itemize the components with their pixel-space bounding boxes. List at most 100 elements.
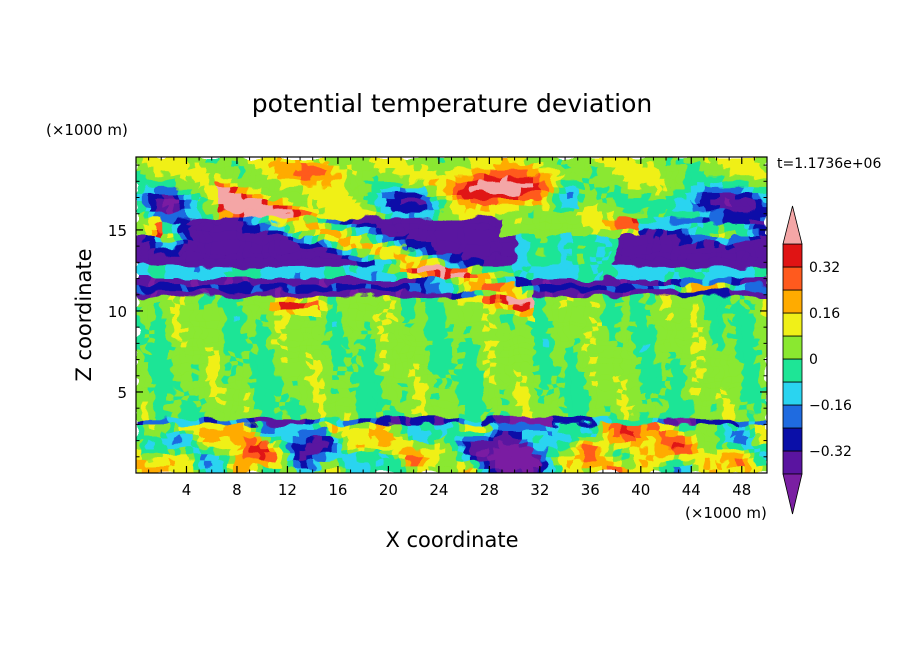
heatmap-cell: [476, 187, 484, 195]
heatmap-cell: [173, 205, 181, 213]
heatmap-cell: [413, 242, 421, 249]
heatmap-cell: [192, 260, 200, 267]
heatmap-cell: [495, 351, 503, 359]
heatmap-cell: [318, 169, 326, 176]
heatmap-cell: [136, 315, 143, 322]
heatmap-cell: [501, 205, 509, 213]
heatmap-cell: [565, 345, 572, 353]
heatmap-cell: [565, 339, 572, 346]
heatmap-cell: [300, 345, 307, 353]
heatmap-cell: [218, 223, 225, 231]
heatmap-cell: [236, 248, 244, 255]
heatmap-cell: [571, 345, 579, 353]
heatmap-cell: [419, 345, 427, 353]
heatmap-cell: [445, 302, 453, 310]
heatmap-cell: [451, 351, 459, 359]
heatmap-cell: [546, 333, 554, 340]
heatmap-cell: [300, 187, 307, 195]
heatmap-cell: [621, 163, 629, 170]
heatmap-cell: [565, 223, 572, 231]
heatmap-cell: [602, 375, 610, 383]
heatmap-cell: [653, 315, 661, 322]
heatmap-cell: [287, 266, 295, 274]
heatmap-cell: [432, 175, 440, 182]
heatmap-cell: [312, 363, 320, 371]
heatmap-cell: [262, 254, 270, 261]
heatmap-cell: [672, 157, 680, 164]
heatmap-cell: [186, 351, 194, 359]
heatmap-cell: [344, 339, 352, 346]
heatmap-cell: [678, 315, 686, 322]
heatmap-cell: [382, 430, 389, 438]
heatmap-cell: [344, 302, 352, 310]
heatmap-cell: [413, 163, 421, 170]
heatmap-cell: [684, 321, 692, 328]
heatmap-cell: [426, 412, 434, 419]
heatmap-cell: [596, 357, 604, 365]
heatmap-cell: [375, 345, 383, 353]
heatmap-cell: [445, 406, 453, 413]
heatmap-cell: [255, 229, 263, 237]
heatmap-cell: [394, 187, 402, 195]
heatmap-cell: [590, 302, 598, 310]
heatmap-cell: [394, 163, 402, 170]
heatmap-cell: [476, 363, 484, 371]
heatmap-cell: [363, 199, 371, 207]
heatmap-cell: [584, 272, 591, 280]
heatmap-cell: [735, 302, 743, 310]
heatmap-cell: [230, 454, 238, 462]
heatmap-cell: [369, 448, 377, 456]
heatmap-cell: [703, 375, 711, 383]
heatmap-cell: [325, 229, 333, 237]
heatmap-cell: [495, 169, 503, 176]
heatmap-cell: [703, 254, 711, 261]
heatmap-cell: [394, 242, 402, 249]
heatmap-cell: [236, 400, 244, 407]
heatmap-cell: [659, 448, 667, 456]
heatmap-cell: [539, 436, 547, 444]
heatmap-cell: [445, 321, 453, 328]
heatmap-cell: [211, 442, 219, 450]
heatmap-cell: [495, 296, 503, 304]
heatmap-cell: [186, 412, 194, 419]
heatmap-cell: [577, 357, 585, 365]
heatmap-cell: [268, 236, 276, 243]
heatmap-cell: [167, 290, 175, 298]
heatmap-cell: [331, 272, 339, 280]
heatmap-cell: [760, 211, 767, 219]
heatmap-cell: [199, 284, 207, 292]
heatmap-cell: [230, 406, 238, 413]
heatmap-cell: [495, 193, 503, 201]
heatmap-cell: [363, 357, 371, 365]
heatmap-cell: [148, 223, 156, 231]
heatmap-cell: [590, 436, 598, 444]
heatmap-cell: [325, 272, 333, 280]
heatmap-cell: [741, 266, 749, 274]
heatmap-cell: [337, 272, 345, 280]
heatmap-cell: [287, 272, 295, 280]
heatmap-cell: [255, 187, 263, 195]
heatmap-cell: [401, 302, 408, 310]
heatmap-cell: [293, 229, 301, 237]
heatmap-cell: [331, 357, 339, 365]
heatmap-cell: [508, 430, 516, 438]
heatmap-cell: [161, 448, 169, 456]
heatmap-cell: [483, 394, 490, 401]
heatmap-cell: [287, 175, 295, 182]
heatmap-cell: [445, 448, 453, 456]
heatmap-cell: [350, 357, 358, 365]
heatmap-cell: [375, 272, 383, 280]
heatmap-cell: [653, 381, 661, 389]
heatmap-cell: [173, 375, 181, 383]
heatmap-cell: [173, 157, 181, 164]
heatmap-cell: [426, 278, 434, 286]
heatmap-cell: [602, 442, 610, 450]
heatmap-cell: [590, 193, 598, 201]
heatmap-cell: [419, 315, 427, 322]
heatmap-cell: [142, 248, 150, 255]
heatmap-cell: [754, 260, 762, 267]
heatmap-cell: [754, 400, 762, 407]
heatmap-cell: [684, 260, 692, 267]
heatmap-cell: [659, 205, 667, 213]
heatmap-cell: [710, 436, 718, 444]
